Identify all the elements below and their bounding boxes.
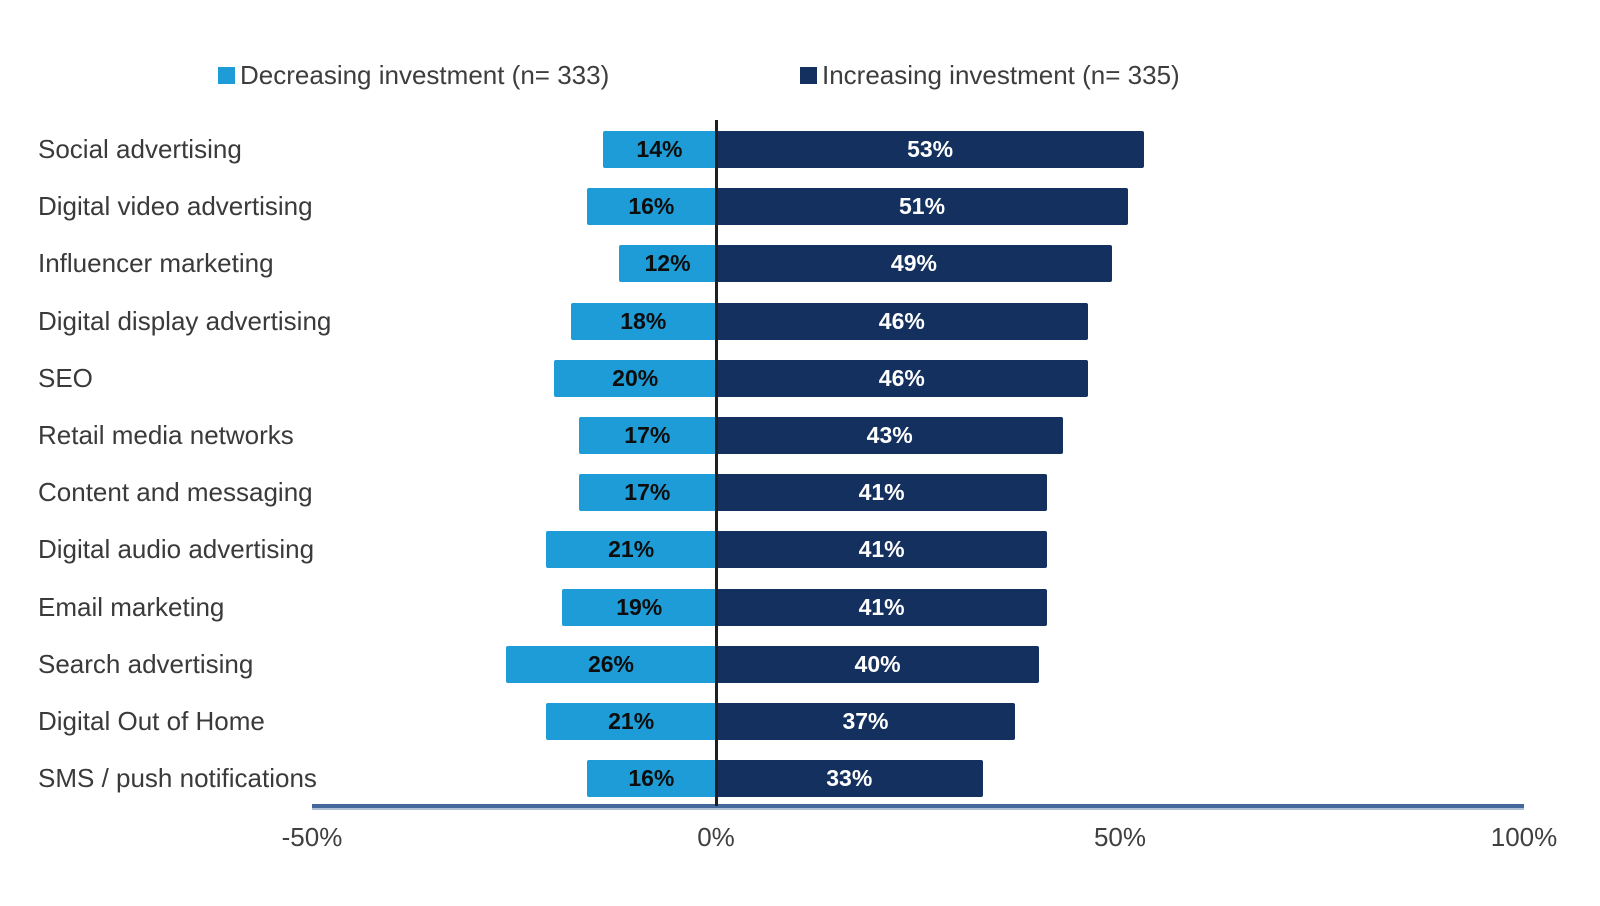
bar-value-label: 46% bbox=[878, 364, 925, 391]
bar-increasing: 41% bbox=[715, 588, 1048, 626]
legend-item-decreasing: Decreasing investment (n= 333) bbox=[218, 60, 609, 91]
category-label: Social advertising bbox=[38, 134, 242, 164]
category-label: Retail media networks bbox=[38, 420, 294, 450]
bar-increasing: 53% bbox=[715, 131, 1145, 168]
bar-value-label: 33% bbox=[826, 765, 873, 792]
legend-item-increasing: Increasing investment (n= 335) bbox=[800, 60, 1180, 91]
bar-value-label: 12% bbox=[644, 250, 691, 277]
bar-value-label: 18% bbox=[620, 307, 667, 334]
x-axis-tick: 0% bbox=[697, 822, 735, 852]
bar-value-label: 26% bbox=[587, 650, 634, 677]
bar-value-label: 53% bbox=[907, 136, 954, 162]
bar-decreasing: 20% bbox=[554, 359, 716, 397]
bar-value-label: 46% bbox=[878, 307, 925, 334]
bar-decreasing: 16% bbox=[586, 188, 716, 226]
bar-value-label: 41% bbox=[858, 593, 905, 620]
bar-increasing: 49% bbox=[715, 245, 1112, 283]
legend-swatch-increasing bbox=[800, 67, 817, 84]
category-label: SMS / push notifications bbox=[38, 763, 317, 794]
bar-decreasing: 18% bbox=[570, 302, 716, 340]
bar-value-label: 17% bbox=[624, 479, 671, 506]
category-label: Influencer marketing bbox=[38, 248, 274, 279]
bar-value-label: 37% bbox=[842, 708, 889, 734]
bar-increasing: 46% bbox=[715, 359, 1088, 397]
bar-increasing: 41% bbox=[715, 474, 1048, 512]
bar-value-label: 41% bbox=[858, 479, 905, 506]
category-label: Digital Out of Home bbox=[38, 706, 265, 736]
bar-value-label: 51% bbox=[899, 193, 946, 220]
bar-increasing: 41% bbox=[715, 531, 1048, 569]
bar-increasing: 46% bbox=[715, 302, 1088, 340]
bar-increasing: 33% bbox=[715, 760, 983, 798]
plot-area: 14% 53% 16% 51% 12% 49% 18% 46% 20% 46% 17% 43% 17% 4… bbox=[312, 120, 1524, 806]
bar-value-label: 43% bbox=[866, 422, 913, 448]
category-label: Content and messaging bbox=[38, 477, 313, 508]
bar-value-label: 14% bbox=[636, 136, 683, 162]
bar-increasing: 43% bbox=[715, 417, 1064, 454]
bar-increasing: 37% bbox=[715, 703, 1015, 740]
x-axis-tick: 100% bbox=[1490, 822, 1558, 852]
bar-decreasing: 21% bbox=[546, 703, 716, 740]
legend-label-increasing: Increasing investment (n= 335) bbox=[822, 60, 1180, 90]
bar-value-label: 17% bbox=[624, 422, 671, 448]
x-axis-tick: -50% bbox=[281, 822, 343, 852]
bar-value-label: 21% bbox=[608, 708, 655, 734]
bar-value-label: 21% bbox=[608, 536, 655, 563]
bar-value-label: 19% bbox=[616, 593, 663, 620]
bar-value-label: 41% bbox=[858, 536, 905, 563]
bar-decreasing: 17% bbox=[578, 474, 716, 512]
category-label: Digital display advertising bbox=[38, 305, 332, 336]
bar-value-label: 49% bbox=[890, 250, 937, 277]
legend-label-decreasing: Decreasing investment (n= 333) bbox=[240, 60, 610, 90]
x-axis-line-highlight bbox=[312, 808, 1524, 810]
bar-decreasing: 14% bbox=[602, 131, 716, 168]
bar-decreasing: 17% bbox=[578, 417, 716, 454]
bar-value-label: 16% bbox=[628, 765, 675, 792]
category-label: Search advertising bbox=[38, 648, 254, 679]
bar-increasing: 40% bbox=[715, 645, 1040, 683]
bar-decreasing: 21% bbox=[546, 531, 716, 569]
bar-value-label: 20% bbox=[612, 364, 659, 391]
bar-decreasing: 19% bbox=[562, 588, 716, 626]
category-label: Email marketing bbox=[38, 591, 225, 622]
x-axis-line bbox=[312, 804, 1524, 808]
bar-value-label: 40% bbox=[854, 650, 901, 677]
legend-swatch-decreasing bbox=[218, 67, 235, 84]
category-label: SEO bbox=[38, 362, 93, 393]
x-axis: -50% 0% 50% 100% bbox=[282, 822, 1558, 862]
x-axis-tick: 50% bbox=[1093, 822, 1147, 852]
bar-increasing: 51% bbox=[715, 188, 1129, 226]
bar-decreasing: 16% bbox=[586, 760, 716, 798]
category-label: Digital audio advertising bbox=[38, 534, 315, 565]
bar-decreasing: 26% bbox=[505, 645, 716, 683]
zero-baseline bbox=[714, 120, 718, 806]
bar-value-label: 16% bbox=[628, 193, 675, 220]
category-label: Digital video advertising bbox=[38, 191, 313, 222]
bar-decreasing: 12% bbox=[619, 245, 716, 283]
